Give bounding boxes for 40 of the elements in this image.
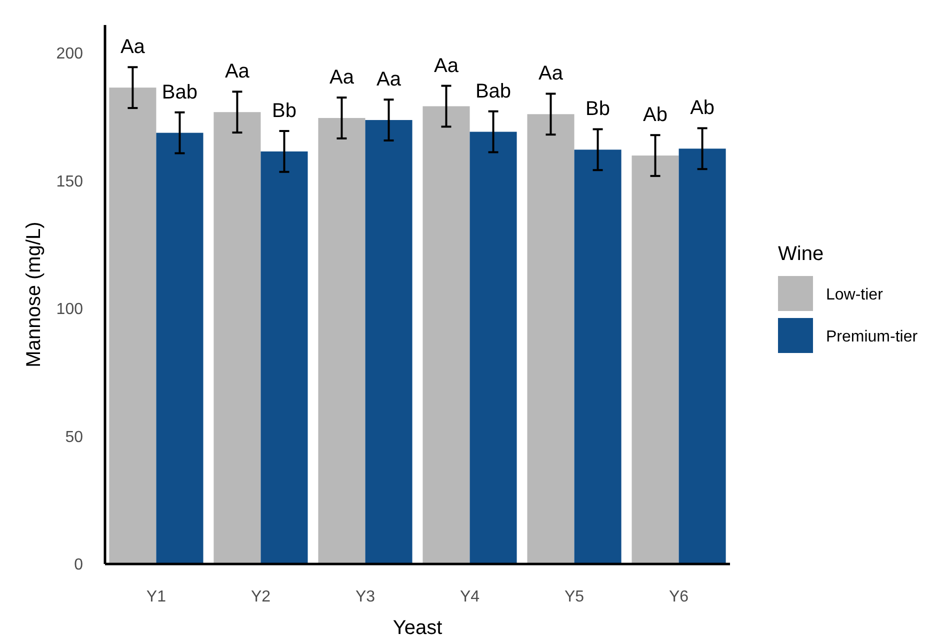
y-tick-label: 150 [56, 173, 84, 190]
data-label: Aa [376, 68, 402, 91]
data-label: Aa [434, 54, 460, 77]
data-label: Ab [690, 97, 715, 120]
y-axis-title: Mannose (mg/L) [23, 222, 45, 368]
bar [156, 132, 204, 564]
x-tick-label: Y6 [669, 588, 689, 606]
x-tick-label: Y4 [460, 588, 480, 606]
data-label: Aa [120, 36, 146, 58]
data-label: Aa [538, 62, 564, 85]
data-label: Ab [643, 104, 668, 126]
x-tick-label: Y2 [250, 588, 271, 606]
data-label: Bb [272, 100, 296, 122]
bar [365, 120, 412, 564]
bar [678, 148, 726, 564]
bar [214, 112, 261, 564]
bar [422, 106, 470, 564]
x-tick-label: Y1 [146, 588, 166, 606]
legend-label: Low-tier [826, 286, 884, 304]
y-tick-label: 100 [56, 301, 84, 318]
data-label: Aa [224, 60, 250, 83]
bar [632, 156, 679, 564]
bar [318, 118, 366, 564]
x-tick-label: Y5 [564, 588, 584, 606]
data-label: Aa [329, 66, 355, 89]
legend-title: Wine [778, 243, 824, 265]
bar [109, 88, 156, 564]
data-label: Bab [162, 81, 198, 104]
bar [527, 114, 574, 564]
x-axis-title: Yeast [392, 617, 443, 639]
x-tick-label: Y3 [355, 588, 376, 606]
bar [574, 150, 622, 564]
data-label: Bab [475, 80, 512, 102]
y-tick-label: 50 [65, 428, 84, 446]
bar [260, 151, 308, 564]
legend-label: Premium-tier [826, 328, 918, 346]
bar [470, 132, 517, 564]
data-label: Bb [586, 98, 610, 120]
y-tick-label: 200 [56, 46, 84, 63]
y-tick-label: 0 [74, 556, 84, 574]
